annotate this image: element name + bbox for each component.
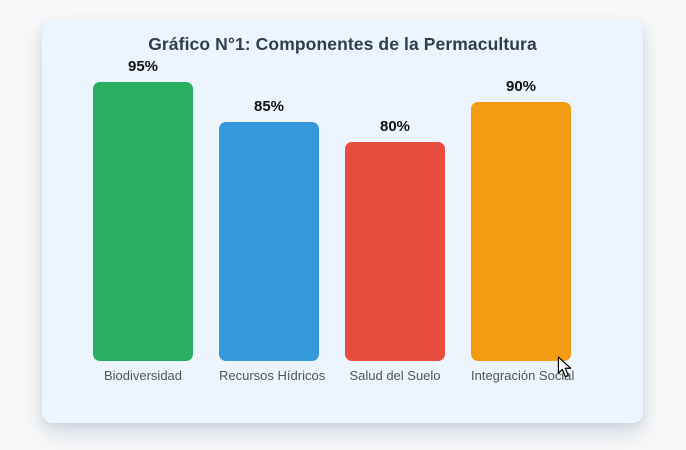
bar-chart: 95% 85% 80% 90% <box>93 58 571 361</box>
bar-1 <box>219 122 319 361</box>
bar-value-label: 95% <box>127 58 159 75</box>
category-label: Salud del Suelo <box>349 368 441 383</box>
bar-value-label: 90% <box>505 78 537 95</box>
bar-chart-category-labels: Biodiversidad Recursos Hídricos Salud del … <box>93 368 575 384</box>
chart-card: Gráfico N°1: Componentes de la Permacult… <box>42 20 643 423</box>
category-label: Integración Social <box>471 368 575 383</box>
bar-column: 95% <box>93 58 193 361</box>
bar-value-label: 80% <box>379 118 411 135</box>
bar-column: 90% <box>471 78 571 361</box>
bar-0 <box>93 82 193 361</box>
bar-column: 80% <box>345 118 445 361</box>
bar-2 <box>345 142 445 361</box>
bar-3 <box>471 102 571 361</box>
bar-column: 85% <box>219 98 319 361</box>
category-label: Biodiversidad <box>103 368 183 383</box>
bar-value-label: 85% <box>253 98 285 115</box>
chart-title: Gráfico N°1: Componentes de la Permacult… <box>148 34 537 54</box>
category-label: Recursos Hídricos <box>219 368 326 383</box>
